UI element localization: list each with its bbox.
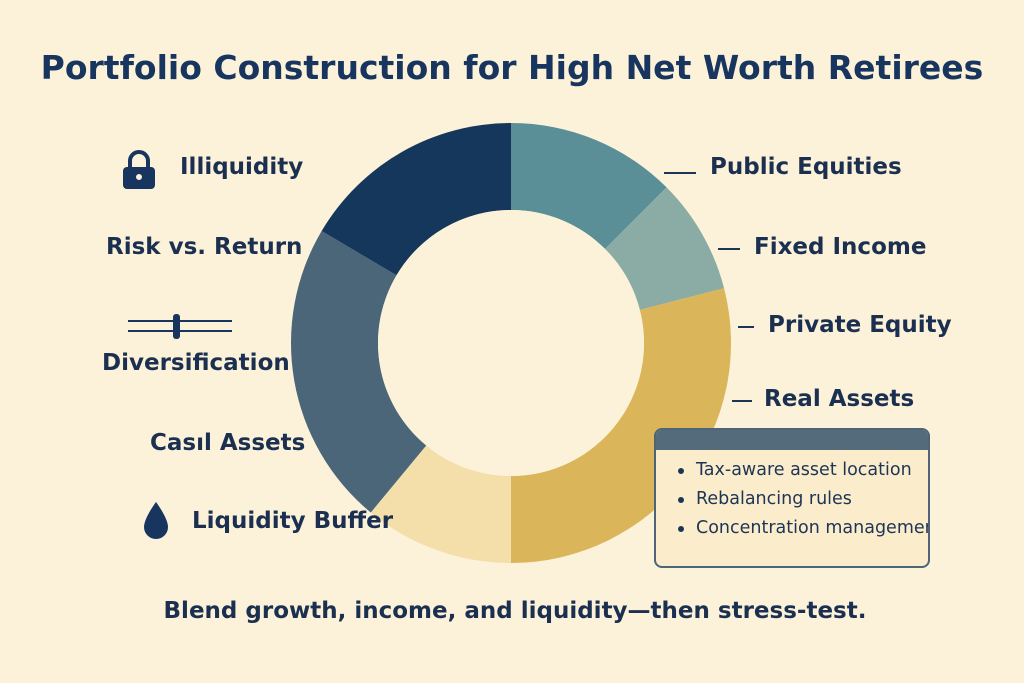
caption: Blend growth, income, and liquidity—then… (163, 598, 867, 624)
lock-icon (121, 150, 157, 194)
note-item: Rebalancing rules (678, 489, 928, 509)
leader-line-fixed-income (718, 248, 740, 250)
donut-segment-cash-assets (290, 231, 427, 513)
label-private-equity: Private Equity (768, 312, 952, 338)
label-public-equities: Public Equities (710, 154, 902, 180)
sliders-icon (128, 313, 234, 345)
notes-card-header (656, 430, 928, 450)
donut-segment-illiquidity (321, 122, 511, 276)
donut-segment-public-equities (511, 123, 667, 249)
note-item: Concentration management (678, 518, 928, 538)
notes-card: Tax-aware asset location Rebalancing rul… (654, 428, 930, 568)
donut-segment-liquidity-buffer (370, 445, 511, 563)
droplet-icon (142, 500, 170, 544)
note-item: Tax-aware asset location (678, 460, 928, 480)
leader-line-public-equities (664, 172, 696, 174)
label-cash-assets: Casıl Assets (150, 430, 306, 456)
label-illiquidity: Illiquidity (180, 154, 304, 180)
leader-line-private-equity (738, 326, 754, 328)
donut-segment-fixed-income (605, 187, 725, 310)
label-real-assets: Real Assets (764, 386, 915, 412)
donut-segment-real-assets (511, 288, 731, 563)
leader-line-real-assets (732, 400, 752, 402)
label-liquidity-buffer: Liquidity Buffer (192, 508, 394, 534)
donut-hole (378, 210, 644, 476)
label-fixed-income: Fixed Income (754, 234, 927, 260)
notes-list: Tax-aware asset location Rebalancing rul… (656, 450, 928, 538)
page-title: Portfolio Construction for High Net Wort… (40, 48, 984, 87)
label-risk-return: Risk vs. Return (106, 234, 303, 260)
label-diversification: Diversification (102, 350, 290, 376)
